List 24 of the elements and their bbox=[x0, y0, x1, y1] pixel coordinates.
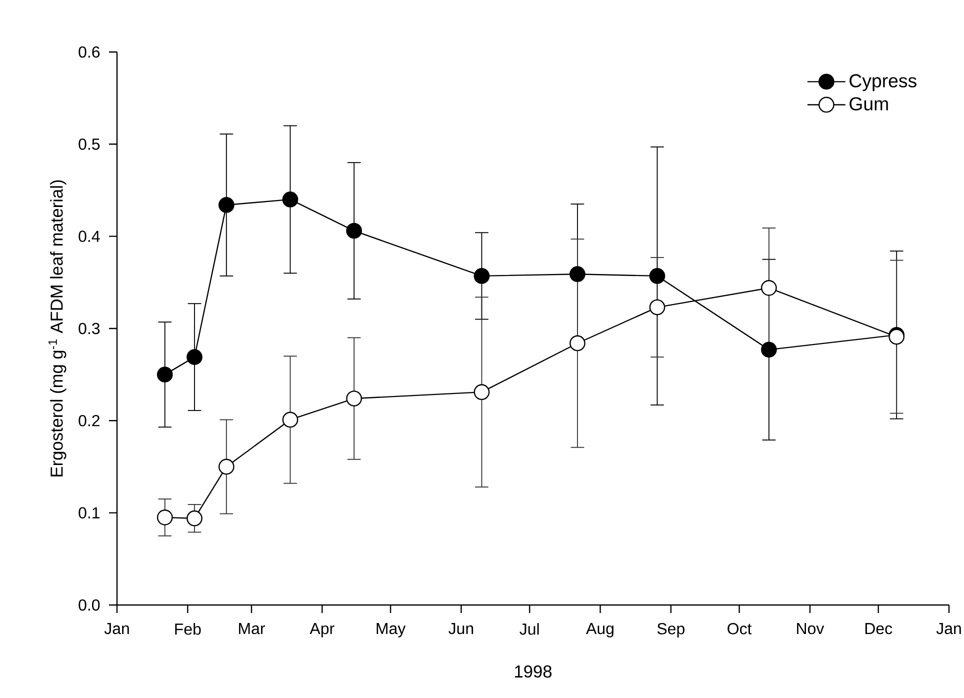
y-tick-label: 0.6 bbox=[78, 46, 100, 58]
y-tick-label: 0.3 bbox=[78, 322, 100, 334]
y-tick-label: 0.5 bbox=[78, 138, 100, 150]
y-tick-label: 0.1 bbox=[78, 507, 100, 518]
x-tick-label: Jan bbox=[104, 623, 129, 634]
y-tick-label: 0.0 bbox=[78, 599, 100, 611]
x-tick-label: Jan bbox=[936, 623, 961, 634]
x-tick-label: Apr bbox=[310, 623, 334, 638]
x-tick-label: Feb bbox=[175, 623, 201, 635]
legend-label: Gum bbox=[850, 97, 888, 110]
x-tick-label: Aug bbox=[586, 623, 614, 638]
y-tick-label: 0.2 bbox=[78, 415, 100, 426]
x-tick-label: Oct bbox=[728, 623, 752, 634]
x-tick-label: Sep bbox=[657, 623, 684, 638]
legend-label: Cypress bbox=[850, 74, 916, 92]
x-tick-label: Jul bbox=[520, 623, 539, 635]
x-tick-label: Dec bbox=[865, 623, 892, 634]
y-tick-label: 0.4 bbox=[78, 230, 100, 242]
x-axis-title: 1998 bbox=[515, 665, 552, 678]
x-tick-label: Nov bbox=[797, 623, 824, 634]
y-axis-title: Ergosterol (mg g$^{-1}$ AFDM leaf material) bbox=[48, 180, 66, 476]
x-tick-label: May bbox=[376, 623, 406, 638]
x-tick-label: Mar bbox=[239, 623, 265, 634]
x-tick-label: Jun bbox=[448, 623, 474, 634]
